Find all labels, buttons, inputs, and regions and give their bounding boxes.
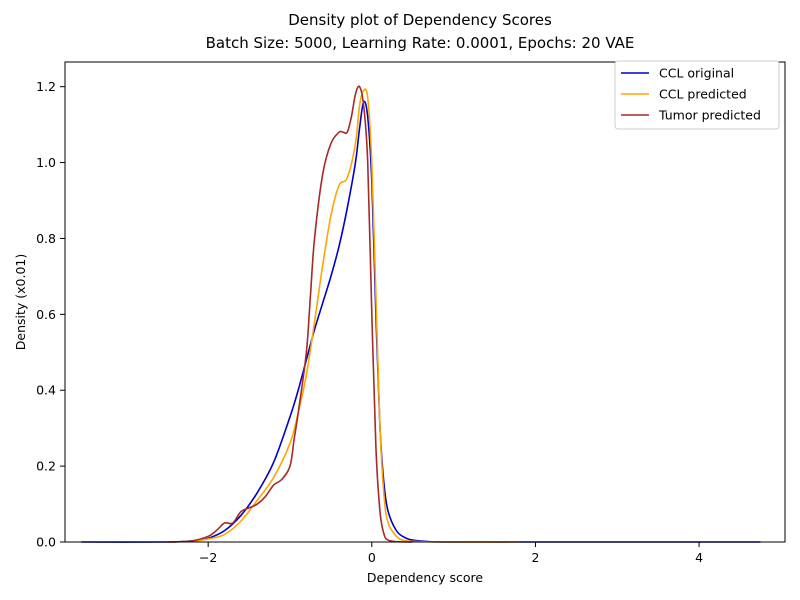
y-tick-label: 1.0 xyxy=(36,155,56,170)
x-tick-label: 0 xyxy=(368,550,376,565)
legend-label: CCL predicted xyxy=(659,87,747,102)
legend-label: CCL original xyxy=(659,66,734,81)
y-axis-label: Density (x0.01) xyxy=(13,254,28,350)
y-tick-label: 0.4 xyxy=(36,383,56,398)
series-line-1 xyxy=(81,100,761,543)
plot-frame xyxy=(64,61,786,543)
series-line-3 xyxy=(167,85,413,543)
x-tick-label: −2 xyxy=(199,550,217,565)
x-axis-label: Dependency score xyxy=(367,570,484,585)
x-tick-label: 4 xyxy=(695,550,703,565)
legend-label: Tumor predicted xyxy=(658,108,761,123)
chart-title: Density plot of Dependency Scores xyxy=(288,11,552,29)
chart-subtitle: Batch Size: 5000, Learning Rate: 0.0001,… xyxy=(206,34,635,52)
legend-box xyxy=(614,60,780,130)
y-tick-label: 0.6 xyxy=(36,307,56,322)
plot-lines xyxy=(81,85,761,543)
x-axis-ticks: −2 0 2 4 xyxy=(199,542,703,565)
y-tick-label: 1.2 xyxy=(36,79,56,94)
y-tick-label: 0.2 xyxy=(36,459,56,474)
series-line-2 xyxy=(167,88,520,543)
y-axis-ticks: 0.0 0.2 0.4 0.6 0.8 1.0 1.2 xyxy=(36,79,65,550)
y-tick-label: 0.8 xyxy=(36,231,56,246)
y-tick-label: 0.0 xyxy=(36,535,56,550)
legend: CCL original CCL predicted Tumor predicted xyxy=(614,60,780,130)
x-tick-label: 2 xyxy=(531,550,539,565)
